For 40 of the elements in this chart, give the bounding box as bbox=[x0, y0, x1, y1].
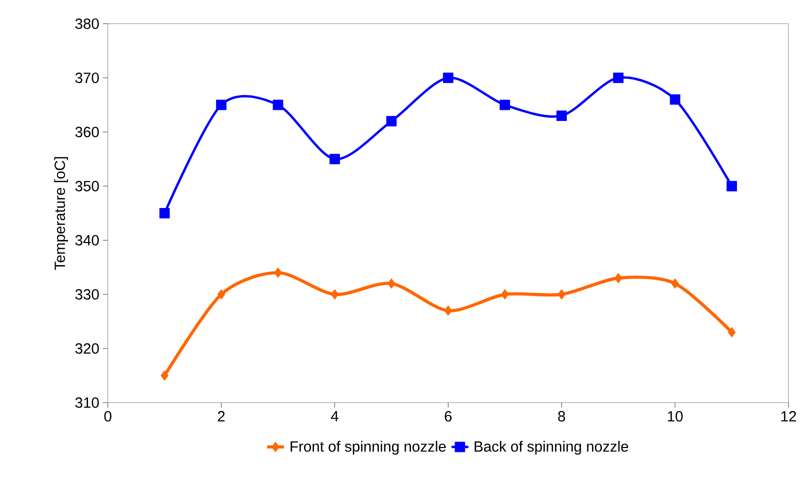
y-tick-label: 320 bbox=[75, 343, 99, 354]
point bbox=[274, 268, 282, 278]
point bbox=[500, 100, 510, 110]
point bbox=[500, 289, 509, 300]
x-tick-label: 2 bbox=[218, 411, 225, 422]
x-tick-label: 4 bbox=[330, 411, 338, 422]
y-axis-title: Temperature [oC] bbox=[54, 157, 68, 270]
point bbox=[671, 278, 680, 289]
y-tick-label: 340 bbox=[75, 235, 99, 246]
point bbox=[556, 110, 567, 122]
y-tick-label: 310 bbox=[75, 398, 99, 408]
point bbox=[272, 100, 284, 110]
point bbox=[670, 94, 680, 105]
x-tick-label: 10 bbox=[668, 411, 683, 422]
point bbox=[558, 289, 566, 300]
point bbox=[216, 100, 226, 110]
point bbox=[160, 370, 169, 381]
point bbox=[442, 72, 454, 84]
legend-label: Back of spinning nozzle bbox=[474, 441, 628, 455]
x-tick-label: 8 bbox=[558, 411, 566, 422]
y-tick-label: 330 bbox=[75, 289, 99, 300]
point bbox=[217, 289, 226, 300]
y-tick-label: 370 bbox=[75, 72, 99, 84]
point bbox=[444, 306, 452, 316]
x-tick-label: 6 bbox=[444, 411, 452, 422]
point bbox=[614, 273, 622, 284]
x-tick-label: 12 bbox=[781, 411, 796, 422]
point bbox=[330, 289, 339, 300]
point bbox=[726, 181, 737, 192]
y-tick-label: 360 bbox=[75, 126, 99, 138]
y-tick-label: 380 bbox=[75, 18, 99, 30]
point bbox=[728, 327, 736, 338]
y-tick-label: 350 bbox=[75, 181, 99, 192]
point bbox=[387, 278, 396, 289]
point bbox=[330, 154, 340, 164]
x-tick-label: 0 bbox=[104, 411, 112, 422]
legend-label: Front of spinning nozzle bbox=[290, 441, 446, 455]
point bbox=[613, 72, 624, 84]
point bbox=[159, 208, 170, 219]
point bbox=[386, 116, 397, 126]
